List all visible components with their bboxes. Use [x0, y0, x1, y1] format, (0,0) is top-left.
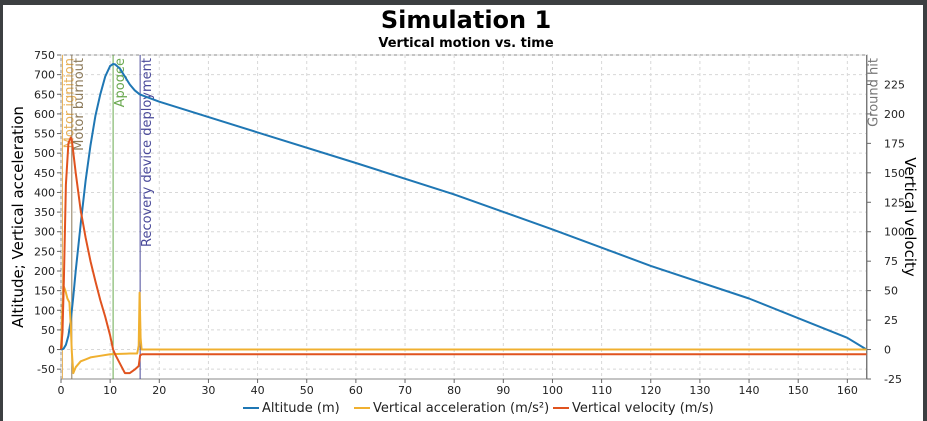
y-tick-label-left: 400	[34, 186, 55, 199]
y-tick-label-right: 175	[884, 137, 905, 150]
chart-window: Simulation 1 Vertical motion vs. time Mo…	[3, 5, 923, 421]
y-tick-label-left: -50	[37, 363, 55, 376]
x-tick-label: 120	[640, 384, 661, 397]
chart-svg: Simulation 1 Vertical motion vs. time Mo…	[9, 6, 919, 416]
x-tick-label: 40	[251, 384, 265, 397]
legend-label: Vertical velocity (m/s)	[572, 401, 714, 416]
y-tick-label-left: 300	[34, 226, 55, 239]
y-tick-label-right: 200	[884, 108, 905, 121]
series-group	[60, 63, 868, 375]
y-tick-label-left: 500	[34, 147, 55, 160]
legend-label: Vertical acceleration (m/s²)	[373, 401, 549, 416]
x-tick-label: 0	[58, 384, 65, 397]
x-tick-label: 110	[591, 384, 612, 397]
x-tick-label: 80	[447, 384, 461, 397]
y-tick-label-left: 450	[34, 167, 55, 180]
y-tick-label-left: 150	[34, 285, 55, 298]
x-tick-label: 30	[201, 384, 215, 397]
x-tick-label: 160	[837, 384, 858, 397]
y-tick-label-left: 100	[34, 304, 55, 317]
y-tick-label-left: 0	[48, 344, 55, 357]
x-tick-label: 150	[788, 384, 809, 397]
y-tick-label-left: 250	[34, 245, 55, 258]
y-axis-label-left: Altitude; Vertical acceleration	[9, 106, 27, 328]
x-tick-label: 60	[349, 384, 363, 397]
series-line	[60, 285, 867, 375]
y-tick-label-right: 225	[884, 78, 905, 91]
y-tick-label-left: 550	[34, 128, 55, 141]
x-tick-label: 140	[739, 384, 760, 397]
x-tick-label: 130	[689, 384, 710, 397]
legend: Altitude (m) Vertical acceleration (m/s²)…	[243, 401, 714, 416]
x-tick-label: 20	[152, 384, 166, 397]
event-label: Ground hit	[867, 58, 882, 127]
y-tick-label-left: 700	[34, 69, 55, 82]
y-axis-label-right: Vertical velocity	[901, 157, 919, 277]
y-tick-label-left: 350	[34, 206, 55, 219]
x-tick-label: 10	[103, 384, 117, 397]
legend-label: Altitude (m)	[262, 401, 340, 416]
y-tick-label-right: 25	[884, 314, 898, 327]
y-tick-label-right: 75	[884, 255, 898, 268]
event-label: Apogee	[113, 58, 128, 107]
event-label: Motor ignition	[62, 58, 77, 148]
y-tick-label-right: 100	[884, 226, 905, 239]
event-label: Motor burnout	[72, 58, 87, 151]
y-tick-label-right: -25	[884, 373, 902, 386]
series-line	[60, 136, 867, 375]
y-tick-label-right: 50	[884, 285, 898, 298]
chart-title: Simulation 1	[381, 6, 551, 34]
axes-group: 0 10 20 30 40 50 60 70 80 90 100 110 120 130 140 150 160…	[34, 49, 905, 397]
plot-area	[60, 54, 868, 380]
y-tick-label-right: 125	[884, 196, 905, 209]
y-tick-label-left: 200	[34, 265, 55, 278]
x-tick-label: 90	[496, 384, 510, 397]
y-tick-label-right: 150	[884, 167, 905, 180]
x-tick-label: 70	[398, 384, 412, 397]
chart-subtitle: Vertical motion vs. time	[378, 36, 553, 51]
series-line	[60, 63, 868, 351]
x-tick-label: 100	[542, 384, 563, 397]
y-tick-label-right: 0	[884, 344, 891, 357]
y-tick-label-left: 650	[34, 88, 55, 101]
event-label: Recovery device deployment	[140, 58, 155, 247]
x-tick-label: 50	[300, 384, 314, 397]
y-tick-label-left: 50	[41, 324, 55, 337]
y-tick-label-left: 750	[34, 49, 55, 62]
y-tick-label-left: 600	[34, 108, 55, 121]
